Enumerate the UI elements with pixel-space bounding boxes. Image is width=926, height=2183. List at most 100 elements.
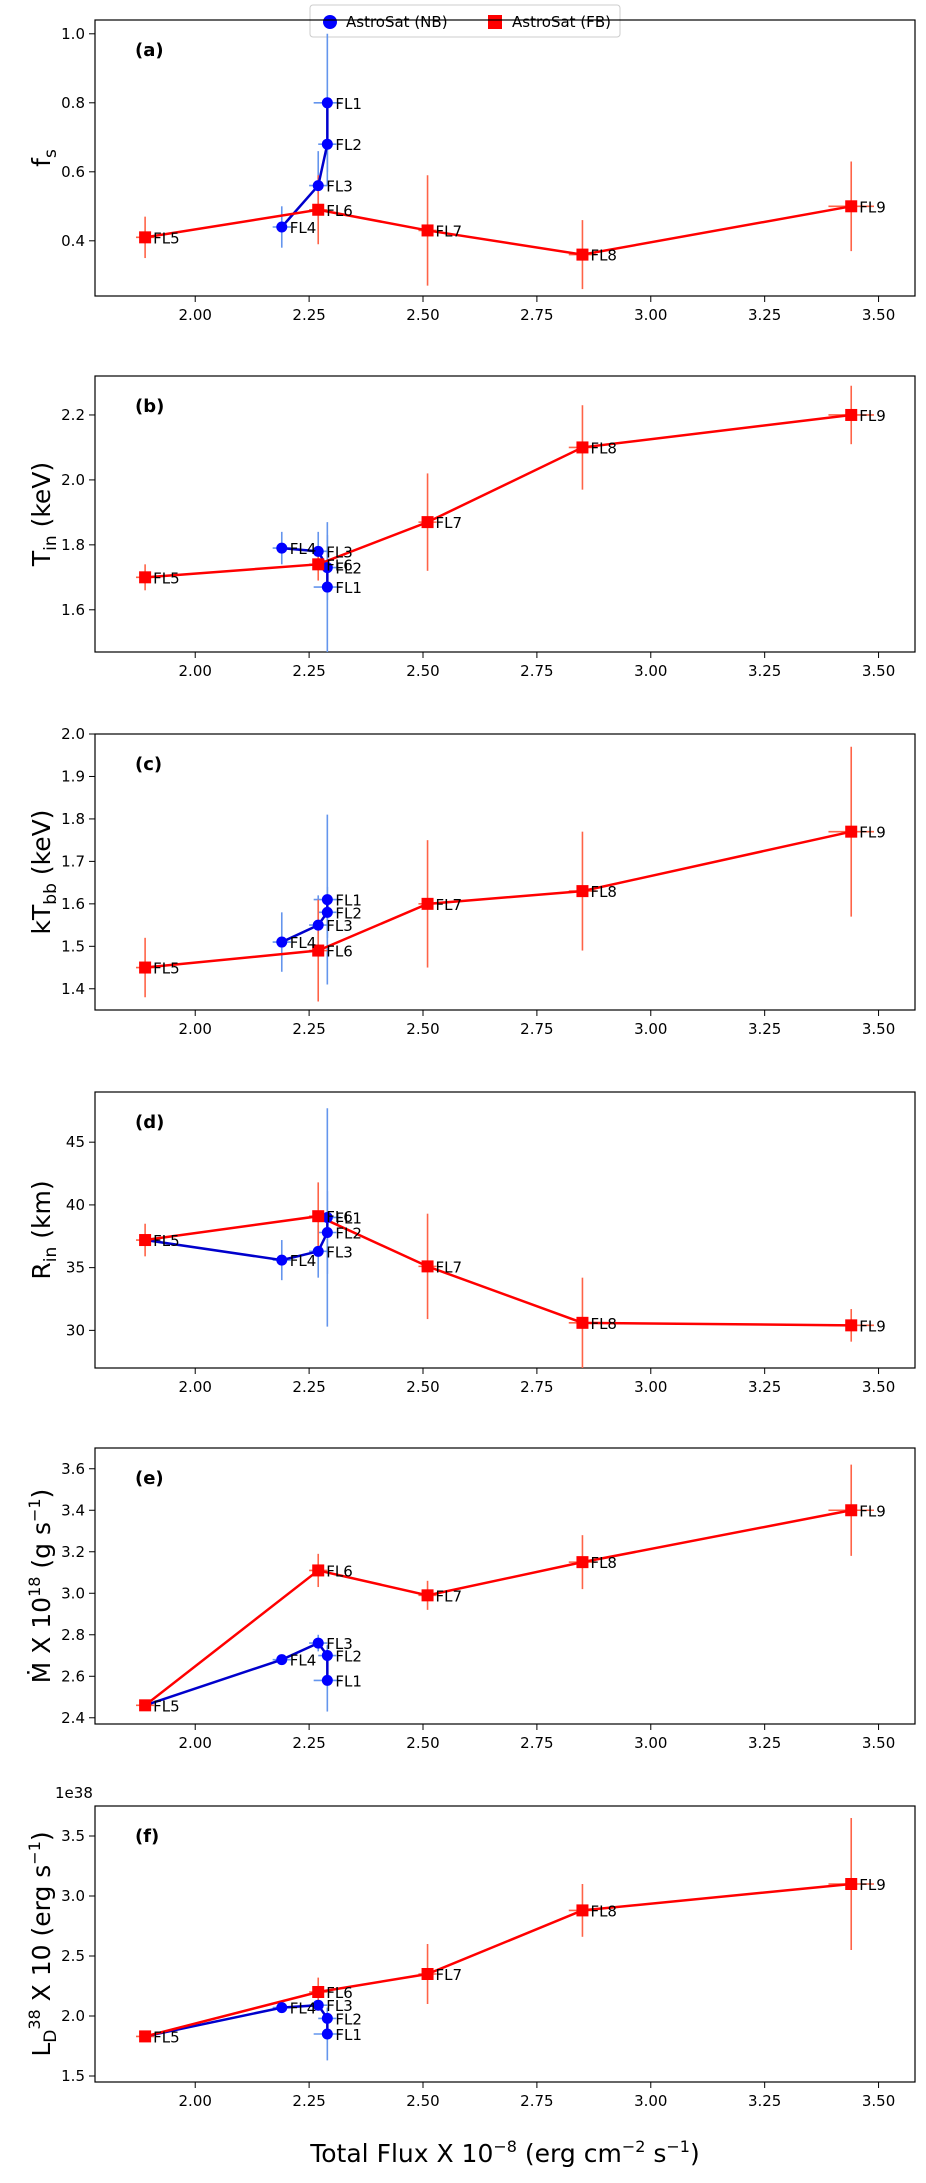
point-label-fl2: FL2 <box>335 2010 362 2028</box>
nb-point-fl1 <box>321 894 333 906</box>
fb-point-fl5 <box>139 571 152 584</box>
point-label-fl1: FL1 <box>335 2026 362 2044</box>
nb-point-fl1 <box>321 1674 333 1686</box>
y-tick-label: 1.6 <box>61 895 85 913</box>
x-tick-label: 2.00 <box>179 306 212 324</box>
point-label-fl5: FL5 <box>153 1232 180 1250</box>
y-label-sub: s <box>41 149 61 158</box>
x-label-exp3: −1 <box>666 2137 690 2156</box>
nb-point-fl1 <box>321 97 333 109</box>
plot-frame <box>94 1091 916 1369</box>
y-label-sub: in <box>41 1247 61 1263</box>
x-tick-label: 3.00 <box>634 1378 667 1396</box>
y-tick-label: 0.6 <box>61 163 85 181</box>
x-tick-label: 2.50 <box>406 2092 439 2110</box>
y-label-sub: in <box>41 535 61 551</box>
point-label-fl9: FL9 <box>859 1317 886 1335</box>
point-label-fl1: FL1 <box>335 1672 362 1690</box>
x-label-exp1: −8 <box>493 2137 517 2156</box>
panel-a: 2.00 2.25 2.50 2.75 3.00 3.25 3.50 0.4 0.6 0.8 1.0… <box>27 19 916 324</box>
y-tick-label: 3.6 <box>61 1460 85 1478</box>
point-label-fl5: FL5 <box>153 2028 180 2046</box>
y-tick-label: 1.5 <box>61 937 85 955</box>
nb-point-fl3 <box>312 545 324 557</box>
x-tick-label: 2.25 <box>292 306 325 324</box>
y-tick-label: 3.4 <box>61 1501 85 1519</box>
legend-frame <box>309 4 621 38</box>
fb-point-fl8 <box>576 885 589 898</box>
point-label-fl4: FL4 <box>290 540 317 558</box>
y-label-sup2: −1 <box>25 1841 44 1865</box>
y-tick-label: 2.8 <box>61 1626 85 1644</box>
fb-series-line <box>144 1214 852 1327</box>
point-label-fl2: FL2 <box>335 1225 362 1243</box>
point-label-fl4: FL4 <box>290 934 317 952</box>
x-tick-label: 2.00 <box>179 1020 212 1038</box>
point-label-fl7: FL7 <box>436 1587 463 1605</box>
point-label-fl1: FL1 <box>335 1209 362 1227</box>
y-label-rest: X 10 <box>27 1944 56 2009</box>
y-label-sub: D <box>41 2030 61 2043</box>
x-tick-label: 2.00 <box>179 662 212 680</box>
nb-point-fl1 <box>321 1211 333 1223</box>
y-label-base: Ṁ X 10 <box>27 1597 56 1683</box>
fb-point-fl6 <box>312 1564 325 1577</box>
point-label-fl4: FL4 <box>290 2000 317 2018</box>
x-tick-label: 2.75 <box>520 1020 553 1038</box>
x-tick-label: 2.00 <box>179 1734 212 1752</box>
x-tick-label: 2.75 <box>520 662 553 680</box>
x-tick-label: 3.00 <box>634 1734 667 1752</box>
point-label-fl3: FL3 <box>326 1243 353 1261</box>
y-label-sup: 38 <box>25 2009 44 2029</box>
x-tick-label: 2.25 <box>292 1378 325 1396</box>
point-label-fl7: FL7 <box>436 514 463 532</box>
y-label-rest: (keV) <box>27 810 56 884</box>
y-tick-label: 2.2 <box>61 406 85 424</box>
point-label-fl6: FL6 <box>326 556 353 574</box>
fb-point-fl6 <box>312 203 325 216</box>
x-tick-label: 3.00 <box>634 1020 667 1038</box>
fb-series-line <box>144 830 852 969</box>
panel-d: 2.00 2.25 2.50 2.75 3.00 3.25 3.50 30 35 40 45 (d) R… <box>27 1091 916 1396</box>
y-label-sup2: −1 <box>25 1498 44 1522</box>
x-tick-label: 3.50 <box>862 1734 895 1752</box>
x-tick-label: 3.25 <box>748 1378 781 1396</box>
fb-point-fl7 <box>421 516 434 529</box>
fb-point-fl6 <box>312 1986 325 1998</box>
nb-point-fl2 <box>321 562 333 574</box>
fb-point-fl8 <box>576 248 589 261</box>
point-label-fl1: FL1 <box>335 579 362 597</box>
point-label-fl5: FL5 <box>153 569 180 587</box>
y-tick-label: 3.0 <box>61 1887 85 1905</box>
nb-point-fl3 <box>312 919 324 931</box>
fb-series-line <box>144 205 852 256</box>
nb-point-fl3 <box>312 1637 324 1649</box>
fb-point-fl9 <box>845 1878 858 1890</box>
y-axis-label: Tin (keV) <box>27 462 61 567</box>
fb-point-fl7 <box>421 897 434 910</box>
x-tick-label: 2.75 <box>520 1734 553 1752</box>
point-label-fl6: FL6 <box>326 1984 353 2002</box>
plot-frame <box>94 1805 916 2083</box>
y-label-rest: (g s <box>27 1522 56 1577</box>
point-label-fl7: FL7 <box>436 896 463 914</box>
fb-point-fl9 <box>845 825 858 838</box>
point-label-fl9: FL9 <box>859 407 886 425</box>
nb-point-fl4 <box>276 1254 288 1266</box>
fb-point-fl7 <box>421 224 434 237</box>
y-tick-label: 2.4 <box>61 1709 85 1727</box>
y-label-end: ) <box>27 1489 56 1499</box>
x-axis-label: Total Flux X 10−8 (erg cm−2 s−1) <box>309 2137 700 2168</box>
legend: AstroSat (NB) AstroSat (FB) <box>309 4 621 38</box>
point-label-fl2: FL2 <box>335 560 362 578</box>
y-tick-label: 1.8 <box>61 536 85 554</box>
plot-frame <box>94 733 916 1011</box>
fb-series-line <box>144 1509 852 1707</box>
x-tick-label: 2.50 <box>406 662 439 680</box>
point-label-fl7: FL7 <box>436 1258 463 1276</box>
nb-point-fl4 <box>276 221 288 233</box>
point-label-fl2: FL2 <box>335 1648 362 1666</box>
x-tick-label: 2.25 <box>292 1020 325 1038</box>
